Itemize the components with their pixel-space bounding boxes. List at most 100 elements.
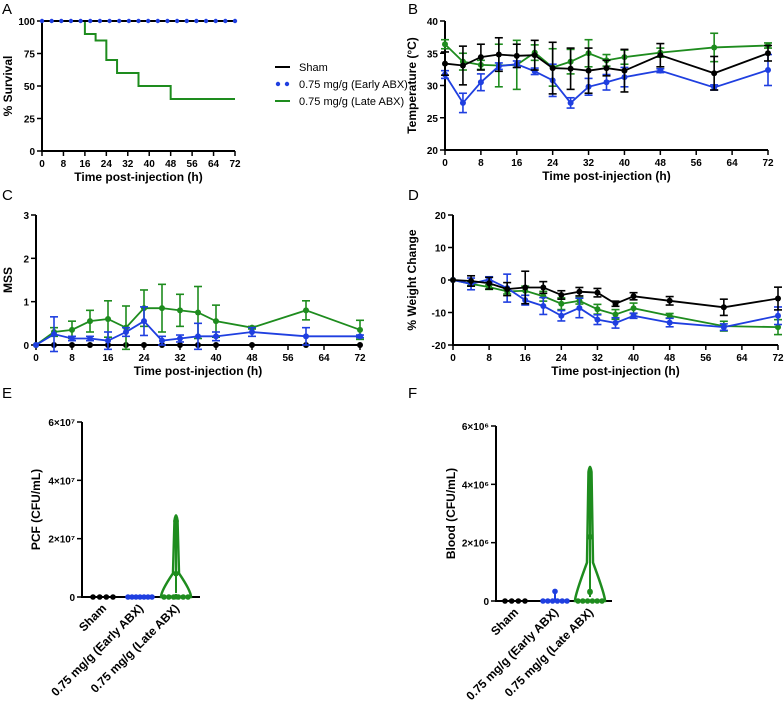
data-point <box>603 65 610 72</box>
y-tick-label: 35 <box>427 49 439 60</box>
y-tick-label: 0 <box>483 597 489 608</box>
data-point <box>711 70 718 77</box>
data-point <box>357 333 363 340</box>
data-point <box>554 598 561 604</box>
x-tick-label: 8 <box>69 353 75 364</box>
x-tick-label: 40 <box>619 158 631 169</box>
x-tick-label: 64 <box>736 353 748 364</box>
series-line-late <box>35 307 361 346</box>
data-point <box>173 593 179 600</box>
panel-a: A 0 25 50 75 100 % Survival 0 8 16 24 32 40 48 56 64 72 T… <box>1 1 408 184</box>
y-tick-label: 30 <box>427 82 439 93</box>
y-tick-label: 6×10⁷ <box>48 418 75 429</box>
x-tick-label: 72 <box>229 159 241 170</box>
data-point <box>621 67 628 74</box>
x-tick-label: 32 <box>122 159 134 170</box>
violin-early <box>125 594 155 600</box>
x-axis-label: Time post-injection (h) <box>134 364 262 378</box>
data-point <box>567 99 574 106</box>
survival-dot-early <box>232 18 238 24</box>
y-tick-label: 50 <box>24 82 36 93</box>
data-point <box>51 331 57 338</box>
data-point <box>720 304 727 311</box>
x-tick-label: 64 <box>208 159 220 170</box>
data-point <box>504 286 511 293</box>
data-point <box>564 598 570 604</box>
data-point <box>357 326 363 333</box>
data-point <box>495 51 502 58</box>
data-point <box>129 594 135 600</box>
y-tick-label: 25 <box>24 115 36 126</box>
y-axis-label: % Weight Change <box>405 229 419 330</box>
data-point <box>549 598 556 604</box>
data-point <box>552 588 558 595</box>
data-point <box>141 342 147 348</box>
data-point <box>303 307 309 314</box>
survival-dot-early <box>174 18 180 24</box>
data-point <box>249 342 255 348</box>
x-tick-label: 24 <box>138 353 150 364</box>
data-point <box>612 311 619 318</box>
violin-sham <box>90 594 116 600</box>
data-point <box>594 306 601 313</box>
data-point <box>549 65 556 72</box>
legend-marker-early <box>284 81 290 87</box>
data-point <box>125 594 131 600</box>
x-tick-label: 56 <box>187 159 199 170</box>
y-tick-label: 10 <box>435 244 447 255</box>
series-sham <box>450 270 782 317</box>
y-tick-label: 0 <box>69 593 75 604</box>
y-tick-label: 75 <box>24 50 36 61</box>
y-tick-label: -10 <box>432 309 447 320</box>
data-point <box>522 598 528 604</box>
data-point <box>249 329 255 335</box>
y-axis-label: MSS <box>1 267 15 293</box>
data-point <box>103 594 110 600</box>
x-tick-label: 24 <box>556 353 568 364</box>
survival-dot-early <box>49 18 54 24</box>
data-point <box>666 319 673 326</box>
survival-dot-early <box>184 18 189 24</box>
survival-dot-early <box>165 18 170 24</box>
data-point <box>90 594 96 600</box>
data-point <box>141 594 147 600</box>
data-point <box>630 312 637 319</box>
legend-label-sham: Sham <box>299 62 328 74</box>
y-tick-label: 0 <box>23 341 29 352</box>
data-point <box>587 501 593 508</box>
data-point <box>137 594 143 600</box>
data-point <box>540 598 546 604</box>
data-point <box>69 342 75 348</box>
data-point <box>711 44 718 51</box>
data-point <box>666 312 673 319</box>
series-line-sham <box>452 279 779 309</box>
y-tick-label: 4×10⁷ <box>48 476 75 487</box>
y-tick-label: 2×10⁷ <box>48 535 75 546</box>
x-tick-label: 24 <box>101 159 113 170</box>
y-tick-label: -20 <box>432 341 447 352</box>
x-tick-label: 24 <box>547 158 559 169</box>
data-point <box>110 594 116 600</box>
data-point <box>159 305 165 312</box>
data-point <box>87 342 93 348</box>
data-point <box>33 342 39 348</box>
y-tick-label: 2×10⁶ <box>462 539 489 550</box>
y-tick-label: 20 <box>435 211 447 222</box>
data-point <box>515 598 522 604</box>
data-point <box>177 342 183 348</box>
x-tick-label: 40 <box>210 353 222 364</box>
data-point <box>149 594 155 600</box>
data-point <box>594 598 600 604</box>
data-point <box>576 288 583 295</box>
data-point <box>450 277 456 283</box>
data-point <box>173 570 179 577</box>
survival-dot-early <box>68 18 74 24</box>
data-point <box>657 67 664 74</box>
series-line-sham <box>444 52 769 75</box>
survival-dot-early <box>155 18 160 24</box>
x-tick-label: 16 <box>79 159 91 170</box>
y-tick-label: 20 <box>427 146 439 157</box>
data-point <box>630 293 637 300</box>
